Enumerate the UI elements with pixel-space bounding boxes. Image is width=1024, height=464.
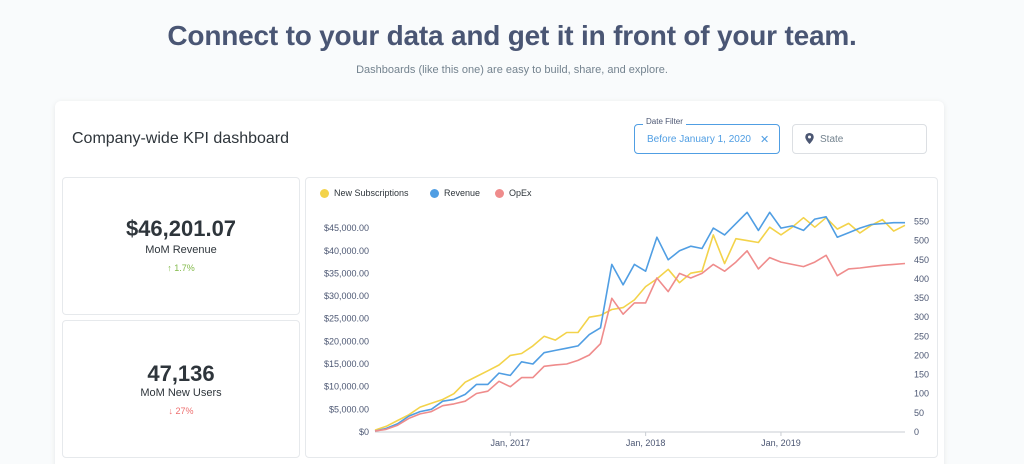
date-filter-widget[interactable]: [634, 124, 780, 154]
kpi-value: $46,201.07: [125, 216, 237, 241]
y-left-tick-label: $35,000.00: [324, 268, 369, 278]
y-left-tick-label: $45,000.00: [324, 223, 369, 233]
y-right-tick-label: 550: [914, 216, 929, 226]
legend-item-new-subscriptions[interactable]: New Subscriptions: [320, 188, 409, 198]
series-line-revenue: [374, 211, 905, 432]
x-tick-label: Jan, 2018: [626, 438, 666, 448]
x-tick-label: Jan, 2019: [761, 438, 801, 448]
y-right-tick-label: 300: [914, 312, 929, 322]
kpi-card-new-users[interactable]: [62, 320, 300, 458]
kpi-change-value: 27%: [175, 406, 194, 416]
kpi-label: MoM Revenue: [145, 244, 217, 256]
y-left-tick-label: $30,000.00: [324, 291, 369, 301]
hero-subtitle: Dashboards (like this one) are easy to b…: [356, 64, 668, 76]
legend-dot: [495, 188, 504, 198]
y-right-tick-label: 150: [914, 370, 929, 380]
location-pin-icon: [805, 133, 814, 144]
y-left-tick-label: $0: [359, 427, 369, 437]
legend-item-opex[interactable]: OpEx: [495, 188, 532, 198]
kpi-change-value: 1.7%: [174, 263, 195, 273]
close-icon[interactable]: ✕: [760, 134, 770, 146]
kpi-value: 47,136: [147, 361, 215, 386]
arrow-down-icon: ↓: [168, 406, 173, 416]
state-filter-widget[interactable]: [792, 124, 927, 154]
y-left-tick-label: $10,000.00: [324, 382, 369, 392]
kpi-card-revenue[interactable]: [62, 177, 300, 315]
kpi-change: ↑ 1.7%: [62, 263, 300, 273]
line-chart: $0 $5,000.00 $10,000.00 $15,000.00 $20,000.0…: [324, 211, 929, 448]
kpi-label: MoM New Users: [140, 387, 222, 399]
y-right-tick-label: 350: [914, 293, 929, 303]
y-left-tick-label: $5,000.00: [329, 404, 369, 414]
date-filter-label: Date Filter: [643, 117, 686, 126]
y-left-tick-label: $20,000.00: [324, 336, 369, 346]
arrow-up-icon: ↑: [167, 263, 172, 273]
legend-label: Revenue: [444, 188, 481, 198]
y-right-tick-label: 400: [914, 274, 929, 284]
y-right-tick-label: 450: [914, 255, 929, 265]
state-filter-label: State: [820, 134, 844, 145]
hero-title: Connect to your data and get it in front…: [167, 20, 857, 51]
legend-label: OpEx: [509, 188, 532, 198]
y-right-tick-label: 200: [914, 350, 929, 360]
y-left-tick-label: $40,000.00: [324, 246, 369, 256]
legend-label: New Subscriptions: [334, 188, 409, 198]
y-right-tick-label: 50: [914, 408, 924, 418]
kpi-change: ↓ 27%: [62, 406, 300, 416]
dashboard-title: Company-wide KPI dashboard: [72, 130, 290, 147]
y-left-tick-label: $15,000.00: [324, 359, 369, 369]
y-right-tick-label: 500: [914, 236, 929, 246]
legend-item-revenue[interactable]: Revenue: [430, 188, 480, 198]
series-line-opex: [374, 249, 906, 432]
series-line-new-subscriptions: [374, 216, 906, 431]
y-right-tick-label: 250: [914, 331, 929, 341]
date-filter-value[interactable]: Before January 1, 2020: [647, 134, 751, 145]
y-left-tick-label: $25,000.00: [324, 314, 369, 324]
y-right-tick-label: 100: [914, 389, 929, 399]
y-right-tick-label: 0: [914, 427, 919, 437]
x-tick-label: Jan, 2017: [491, 438, 531, 448]
legend-dot: [430, 188, 439, 198]
legend-dot: [320, 188, 329, 198]
